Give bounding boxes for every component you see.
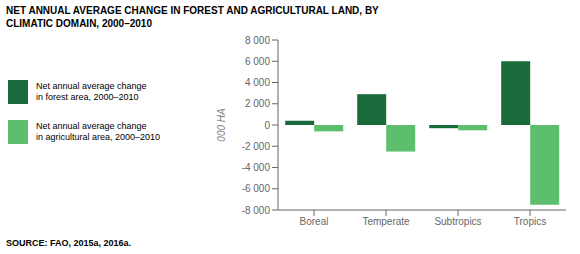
svg-text:2 000: 2 000: [245, 98, 270, 109]
svg-text:-6 000: -6 000: [242, 183, 271, 194]
svg-text:Temperate: Temperate: [362, 216, 410, 227]
svg-text:000 HA: 000 HA: [216, 108, 227, 142]
svg-text:8 000: 8 000: [245, 35, 270, 46]
svg-text:0: 0: [264, 120, 270, 131]
svg-text:4 000: 4 000: [245, 77, 270, 88]
html-text:Net annual average change: Net annual average change: [36, 121, 147, 131]
html-text:in forest area, 2000–2010: in forest area, 2000–2010: [36, 92, 139, 102]
html-text:CLIMATIC DOMAIN, 2000–2010: CLIMATIC DOMAIN, 2000–2010: [6, 18, 152, 29]
html-text:Net annual average change: Net annual average change: [36, 81, 147, 91]
html-text:NET ANNUAL AVERAGE CHANGE IN F: NET ANNUAL AVERAGE CHANGE IN FOREST AND …: [6, 5, 379, 16]
svg-text:Boreal: Boreal: [300, 216, 329, 227]
html-text:in agricultural area, 2000–201: in agricultural area, 2000–2010: [36, 132, 161, 142]
svg-text:Subtropics: Subtropics: [434, 216, 481, 227]
svg-text:-4 000: -4 000: [242, 162, 271, 173]
svg-text:-8 000: -8 000: [242, 205, 271, 216]
html-text:SOURCE: FAO, 2015a, 2016a.: SOURCE: FAO, 2015a, 2016a.: [6, 238, 132, 248]
svg-text:6 000: 6 000: [245, 56, 270, 67]
svg-text:Tropics: Tropics: [514, 216, 546, 227]
svg-text:-2 000: -2 000: [242, 141, 271, 152]
